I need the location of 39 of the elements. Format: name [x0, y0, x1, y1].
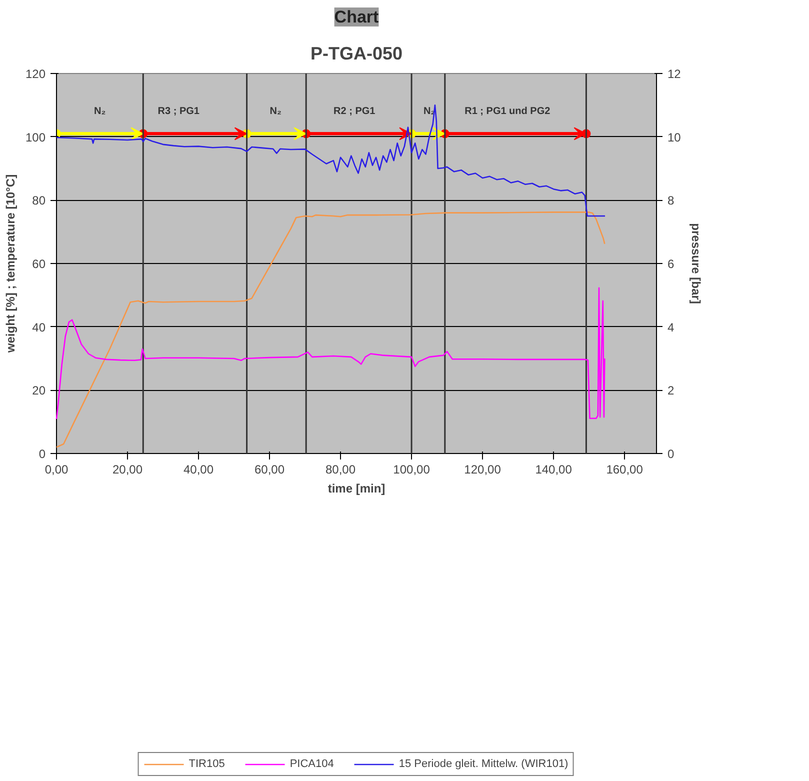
annotation: R1 ; PG1 und PG2 [464, 106, 551, 118]
y-tick-label: 60 [32, 257, 46, 271]
x-tick-label: 40,00 [183, 462, 214, 476]
x-tick-label: 100,00 [393, 462, 430, 476]
line-series [56, 212, 606, 448]
legend-label: PICA104 [290, 758, 334, 770]
annotation: N₂ [94, 106, 106, 118]
x-axis-title: time [min] [328, 482, 386, 496]
y2-tick-label: 4 [668, 320, 674, 334]
y2-tick-label: 12 [668, 67, 682, 81]
y-axis-title: weight [%] ; temperature [10°C] [3, 174, 18, 354]
y-tick-label: 120 [25, 67, 46, 81]
y2-tick-label: 0 [668, 447, 674, 461]
y-tick-label: 0 [38, 447, 46, 461]
line-series [56, 287, 606, 420]
y2-tick-label: 6 [668, 257, 674, 271]
x-tick-label: 80,00 [326, 462, 356, 476]
legend-label: 15 Periode gleit. Mittelw. (WIR101) [398, 758, 568, 770]
x-tick-label: 0,00 [44, 462, 69, 476]
x-tick-label: 60,00 [254, 462, 285, 476]
y2-axis-title: pressure [bar] [688, 223, 703, 304]
annotation: R2 ; PG1 [334, 106, 376, 118]
y-tick-label: 80 [32, 194, 46, 208]
y-tick-label: 20 [32, 384, 46, 398]
legend-label: TIR105 [188, 758, 225, 770]
line-series [56, 104, 606, 217]
y-tick-label: 100 [25, 130, 46, 144]
x-tick-label: 20,00 [112, 462, 143, 476]
text: Chart [334, 8, 380, 26]
x-tick-label: 120,00 [464, 462, 502, 476]
y2-tick-label: 2 [668, 384, 674, 398]
annotation: R3 ; PG1 [158, 106, 200, 118]
annotation: N₂ [270, 106, 282, 118]
x-tick-label: 140,00 [535, 462, 572, 476]
chart-title: P-TGA-050 [310, 44, 403, 64]
y2-tick-label: 10 [668, 130, 682, 144]
y2-tick-label: 8 [668, 194, 674, 208]
y-tick-label: 40 [32, 320, 46, 334]
x-tick-label: 160,00 [606, 462, 644, 476]
